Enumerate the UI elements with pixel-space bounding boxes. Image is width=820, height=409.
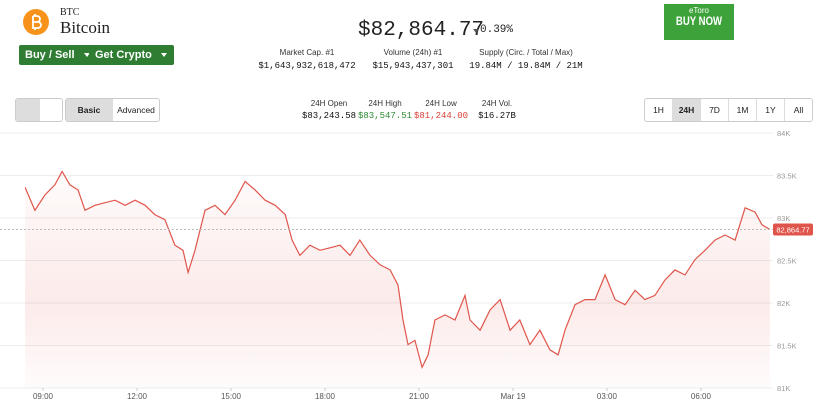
day-stat-value: $83,547.51 [357,111,413,121]
y-tick-label: 81.5K [777,342,797,351]
coin-icon [23,9,49,35]
day-stat-label: 24H Vol. [481,99,513,108]
mode-button[interactable]: Basic [66,99,113,121]
y-tick-label: 83K [777,214,790,223]
range-button[interactable]: All [793,105,804,115]
price-tag [773,223,813,236]
x-tick-label: 06:00 [691,392,712,401]
price-tag-label: 82,864.77 [776,225,809,234]
stat-value: $1,643,932,618,472 [258,61,356,71]
range-button[interactable]: 7D [701,99,729,121]
x-tick-label: Mar 19 [501,392,526,401]
stat-value: $15,943,437,301 [372,61,454,71]
y-tick-label: 83.5K [777,172,797,181]
x-tick-label: 12:00 [127,392,148,401]
price-change: 0.39% [480,24,514,36]
range-button[interactable]: 1M [729,99,757,121]
ad-cta: BUY NOW [675,14,723,28]
area [25,171,770,388]
mode-toggle: Basic Advanced [65,98,160,122]
ad-brand: eToro [688,6,709,15]
x-tick-label: 15:00 [221,392,242,401]
stat-value: 19.84M / 19.84M / 21M [469,61,583,71]
y-tick-label: 81K [777,384,790,393]
x-tick-label: 18:00 [315,392,336,401]
day-stat-label: 24H High [368,99,402,108]
y-tick-label: 84K [777,129,790,138]
coin-name: Bitcoin [60,18,111,37]
range-toggle: 1H 24H 7D 1M 1Y All [644,98,813,122]
mode-button[interactable]: Advanced [117,105,155,115]
stat-label: Market Cap. #1 [279,48,335,57]
stat-label: Volume (24h) #1 [383,48,443,57]
x-tick-label: 03:00 [597,392,618,401]
line-style-button[interactable] [16,99,40,121]
range-button[interactable]: 24H [673,99,701,121]
y-tick-label: 82K [777,299,790,308]
x-tick-label: 21:00 [409,392,430,401]
range-button[interactable]: 1Y [757,99,785,121]
day-stat-value: $81,244.00 [413,111,469,121]
stat-label: Supply (Circ. / Total / Max) [479,48,573,57]
range-button[interactable]: 1H [645,99,673,121]
x-tick-label: 09:00 [33,392,54,401]
day-stat-label: 24H Open [310,99,348,108]
y-tick-label: 82.5K [777,257,797,266]
get-crypto-button[interactable]: Get Crypto [89,45,174,65]
ad-banner[interactable]: eToro BUY NOW [664,4,734,40]
day-stat-value: $83,243.58 [301,111,357,121]
day-stat-label: 24H Low [425,99,457,108]
chart-style-toggle [15,98,63,122]
down-arrow [473,29,479,33]
symbol: BTC [60,7,80,18]
price: $82,864.77 [358,19,485,42]
buy-sell-button[interactable]: Buy / Sell [19,45,97,65]
candle-style-button[interactable] [40,99,62,121]
price-line [24,170,771,370]
day-stat-value: $16.27B [478,111,516,121]
